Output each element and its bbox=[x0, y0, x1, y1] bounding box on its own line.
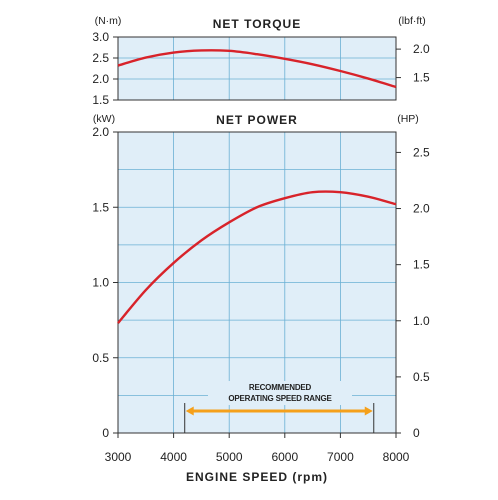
torque-yticks-left: 1.5 2.0 2.5 3.0 bbox=[92, 30, 118, 107]
power-ytick-left-label: 0.5 bbox=[92, 351, 109, 365]
torque-title: NET TORQUE bbox=[213, 17, 301, 31]
xtick-label: 6000 bbox=[271, 450, 298, 464]
torque-plot-area bbox=[118, 37, 396, 100]
power-xticks: 3000 4000 5000 6000 7000 8000 bbox=[105, 433, 410, 464]
power-ytick-right-label: 1.0 bbox=[413, 314, 430, 328]
torque-ytick-left-label: 3.0 bbox=[92, 30, 109, 44]
torque-right-unit: (lbf·ft) bbox=[398, 15, 425, 27]
power-curve bbox=[117, 190, 397, 324]
power-left-unit: (kW) bbox=[93, 113, 115, 125]
power-ytick-right-label: 2.0 bbox=[413, 202, 430, 216]
recommended-label-line1: RECOMMENDED bbox=[249, 383, 312, 392]
power-right-unit: (HP) bbox=[397, 113, 419, 125]
torque-curve bbox=[117, 49, 397, 89]
torque-ytick-left-label: 2.5 bbox=[92, 51, 109, 65]
torque-frame bbox=[117, 36, 397, 101]
power-ytick-left-label: 1.0 bbox=[92, 276, 109, 290]
torque-panel: NET TORQUE (N·m) (lbf·ft) 1.5 2.0 2.5 3.0 1… bbox=[92, 15, 430, 107]
power-ytick-right-label: 0 bbox=[413, 426, 420, 440]
power-yticks-left: 0 0.5 1.0 1.5 2.0 bbox=[92, 125, 118, 440]
xtick-label: 4000 bbox=[160, 450, 187, 464]
xtick-label: 8000 bbox=[383, 450, 410, 464]
power-ytick-left-label: 0 bbox=[102, 426, 109, 440]
recommended-range-label-bg bbox=[208, 381, 352, 405]
torque-ytick-left-label: 1.5 bbox=[92, 93, 109, 107]
x-axis-title: ENGINE SPEED (rpm) bbox=[186, 470, 328, 484]
recommended-label-line2: OPERATING SPEED RANGE bbox=[228, 394, 332, 403]
torque-ytick-right-label: 1.5 bbox=[413, 71, 430, 85]
power-title: NET POWER bbox=[216, 113, 298, 127]
power-ytick-left-label: 1.5 bbox=[92, 200, 109, 214]
range-arrowhead-right bbox=[364, 406, 373, 416]
recommended-range-arrow bbox=[184, 403, 375, 433]
power-ytick-left-label: 2.0 bbox=[92, 125, 109, 139]
torque-left-unit: (N·m) bbox=[95, 15, 122, 27]
power-ytick-right-label: 0.5 bbox=[413, 370, 430, 384]
xtick-label: 3000 bbox=[105, 450, 132, 464]
power-yticks-right: 0 0.5 1.0 1.5 2.0 2.5 bbox=[396, 145, 430, 440]
power-ytick-right-label: 1.5 bbox=[413, 258, 430, 272]
torque-ytick-left-label: 2.0 bbox=[92, 72, 109, 86]
torque-grid bbox=[118, 37, 396, 100]
xtick-label: 7000 bbox=[327, 450, 354, 464]
xtick-label: 5000 bbox=[216, 450, 243, 464]
torque-yticks-right: 1.5 2.0 bbox=[396, 42, 430, 85]
power-ytick-right-label: 2.5 bbox=[413, 145, 430, 159]
power-panel: NET POWER (kW) (HP) 0 0.5 1.0 1.5 2.0 0 0.5 1.… bbox=[92, 113, 430, 484]
range-arrowhead-left bbox=[185, 406, 194, 416]
torque-ytick-right-label: 2.0 bbox=[413, 42, 430, 56]
